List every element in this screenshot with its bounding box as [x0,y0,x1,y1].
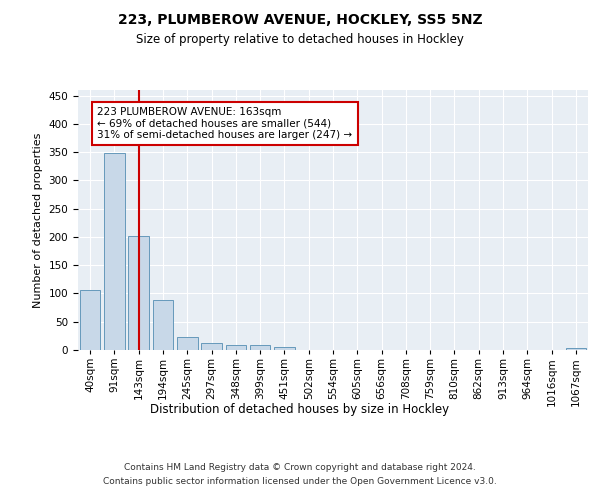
Bar [201,342,222,350]
Text: Contains public sector information licensed under the Open Government Licence v3: Contains public sector information licen… [103,478,497,486]
Text: 223, PLUMBEROW AVENUE, HOCKLEY, SS5 5NZ: 223, PLUMBEROW AVENUE, HOCKLEY, SS5 5NZ [118,12,482,26]
Bar [274,347,295,350]
Bar [177,337,197,350]
Bar [104,154,125,350]
Bar [128,236,149,350]
Bar [250,346,271,350]
Bar [80,290,100,350]
Text: Size of property relative to detached houses in Hockley: Size of property relative to detached ho… [136,32,464,46]
Y-axis label: Number of detached properties: Number of detached properties [33,132,43,308]
Bar [566,348,586,350]
Text: 223 PLUMBEROW AVENUE: 163sqm
← 69% of detached houses are smaller (544)
31% of s: 223 PLUMBEROW AVENUE: 163sqm ← 69% of de… [97,107,353,140]
Bar [226,346,246,350]
Text: Contains HM Land Registry data © Crown copyright and database right 2024.: Contains HM Land Registry data © Crown c… [124,462,476,471]
Text: Distribution of detached houses by size in Hockley: Distribution of detached houses by size … [151,402,449,415]
Bar [152,300,173,350]
